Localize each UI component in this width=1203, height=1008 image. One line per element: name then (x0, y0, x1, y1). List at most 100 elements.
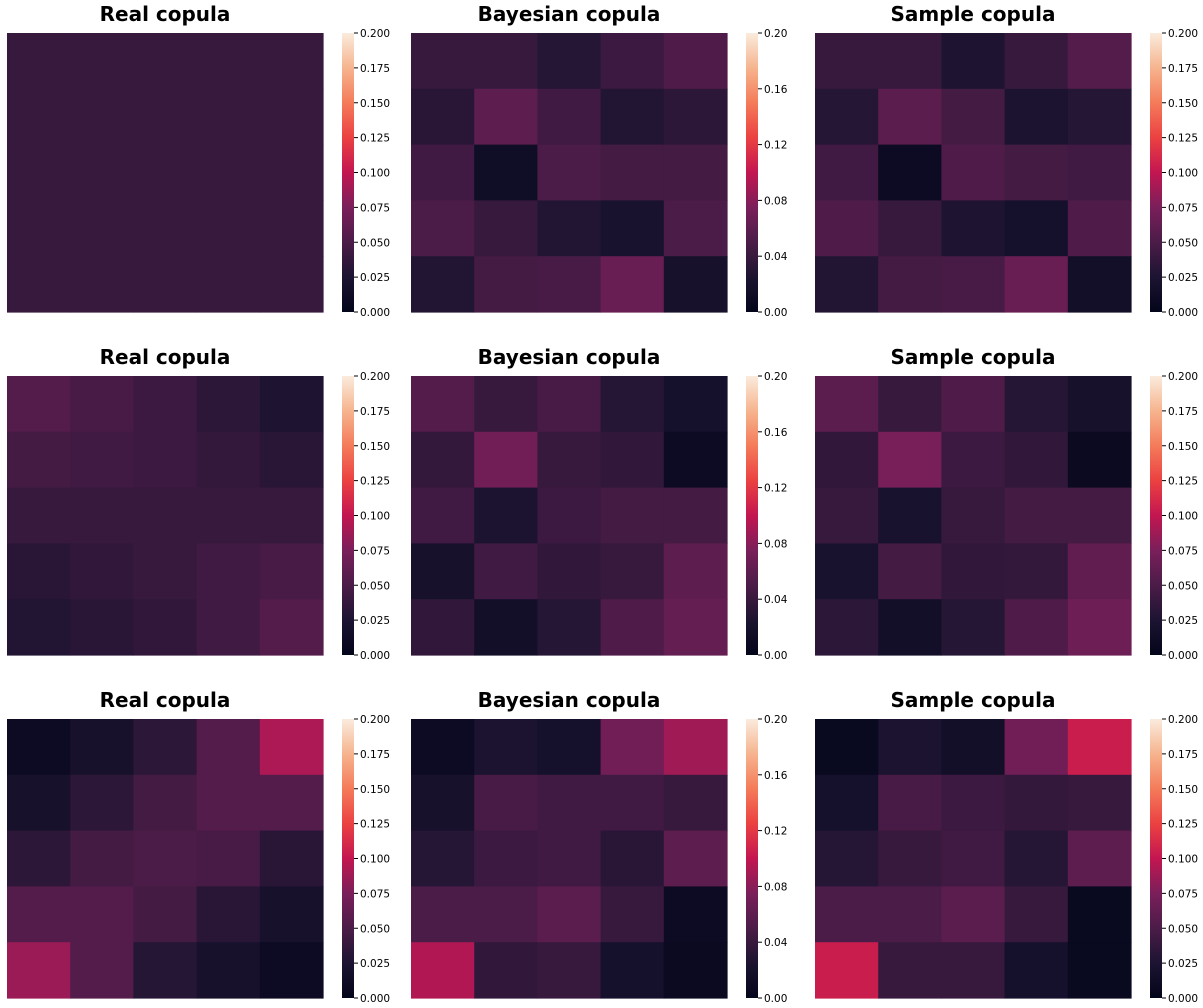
heatmap-cell (663, 487, 728, 544)
heatmap-cell (70, 33, 134, 90)
colorbar-tick-label: 0.075 (360, 888, 390, 900)
heatmap-cell (663, 543, 728, 600)
colorbar-tick-label: 0.200 (360, 714, 390, 726)
heatmap-cell (600, 431, 665, 489)
heatmap-cell (941, 830, 1006, 887)
heatmap-cell (411, 830, 475, 887)
panel-title: Sample copula (891, 345, 1056, 369)
heatmap-cell (941, 431, 1006, 489)
heatmap-cell (537, 376, 602, 433)
heatmap-cell (196, 719, 261, 776)
heatmap-cell (878, 774, 942, 832)
colorbar-tick-label: 0.125 (1168, 476, 1198, 488)
colorbar-tick-label: 0.100 (360, 511, 390, 523)
heatmap-cell (537, 830, 602, 887)
heatmap-cell (411, 33, 475, 90)
heatmap-cell (815, 942, 879, 999)
colorbar-tick-label: 0.150 (360, 784, 390, 796)
heatmap-cell (259, 942, 324, 999)
panel-title: Bayesian copula (478, 2, 661, 26)
heatmap-cell (259, 33, 324, 90)
heatmap-cell (941, 774, 1006, 832)
colorbar-tick-label: 0.050 (360, 580, 390, 592)
colorbar-tick-label: 0.20 (764, 28, 787, 40)
colorbar (342, 33, 354, 312)
heatmap-cell (815, 144, 879, 201)
heatmap-cell (1004, 256, 1069, 313)
heatmap-cell (7, 431, 71, 489)
colorbar (1150, 33, 1162, 312)
colorbar-tick-label: 0.16 (764, 84, 788, 96)
colorbar-tick-label: 0.075 (360, 202, 390, 214)
heatmap-cell (600, 144, 665, 201)
heatmap-cell (815, 886, 879, 943)
colorbar-tick-label: 0.12 (764, 483, 787, 495)
colorbar-tick-label: 0.00 (764, 650, 787, 662)
heatmap-cell (815, 830, 879, 887)
heatmap-cell (878, 487, 942, 544)
heatmap-cell (600, 719, 665, 776)
heatmap-cell (663, 431, 728, 489)
heatmap-panel: Sample copula 0.000 0.025 0.050 0.075 0.100 0.… (815, 688, 1198, 1005)
colorbar-tick-label: 0.000 (360, 993, 390, 1005)
heatmap-cell (1067, 830, 1132, 887)
heatmap-cell (878, 256, 942, 313)
heatmap-panel: Sample copula 0.000 0.025 0.050 0.075 0.100 0.… (815, 2, 1198, 319)
heatmap-cell (537, 200, 602, 257)
heatmap-cell (1004, 144, 1069, 201)
heatmap-cell (133, 886, 198, 943)
colorbar-tick-label: 0.150 (360, 441, 390, 453)
heatmap-cell (941, 200, 1006, 257)
colorbar-tick-label: 0.175 (360, 63, 390, 75)
heatmap-cell (663, 599, 728, 656)
heatmap-cell (537, 33, 602, 90)
colorbar-tick-label: 0.050 (360, 237, 390, 249)
heatmap-cell (411, 719, 475, 776)
colorbar-tick-label: 0.000 (1168, 307, 1198, 319)
heatmap-cell (259, 830, 324, 887)
heatmap-cell (1067, 200, 1132, 257)
colorbar-tick-label: 0.04 (764, 937, 788, 949)
colorbar-tick-label: 0.100 (360, 168, 390, 180)
heatmap-cell (663, 200, 728, 257)
heatmap-cell (70, 942, 134, 999)
heatmap-cell (1067, 774, 1132, 832)
heatmap-cell (537, 144, 602, 201)
heatmap-cell (70, 719, 134, 776)
heatmap-cell (537, 256, 602, 313)
heatmap-cell (133, 543, 198, 600)
heatmap-cell (133, 88, 198, 146)
colorbar-tick-label: 0.025 (1168, 272, 1198, 284)
colorbar-tick-label: 0.075 (360, 545, 390, 557)
heatmap-cell (815, 719, 879, 776)
heatmap-cell (196, 256, 261, 313)
colorbar-tick-label: 0.20 (764, 371, 787, 383)
heatmap-cell (70, 200, 134, 257)
heatmap-cell (7, 719, 71, 776)
heatmap-cell (537, 543, 602, 600)
heatmap-cell (1067, 942, 1132, 999)
heatmap-panel: Real copula 0.000 0.025 0.050 0.075 0.100 0.12… (7, 688, 390, 1005)
colorbar-tick-label: 0.08 (764, 195, 787, 207)
heatmap-cell (7, 830, 71, 887)
heatmap-cell (1004, 886, 1069, 943)
heatmap-cell (133, 33, 198, 90)
heatmap-cell (600, 33, 665, 90)
heatmap-cell (196, 200, 261, 257)
colorbar-tick-label: 0.075 (1168, 545, 1198, 557)
colorbar (1150, 376, 1162, 655)
colorbar-tick-label: 0.050 (1168, 237, 1198, 249)
heatmap-cell (196, 942, 261, 999)
heatmap-cell (1067, 487, 1132, 544)
heatmap-cell (133, 431, 198, 489)
heatmap-cell (600, 200, 665, 257)
colorbar-tick-label: 0.000 (1168, 993, 1198, 1005)
colorbar (746, 376, 758, 655)
colorbar-tick-label: 0.200 (1168, 28, 1198, 40)
colorbar-tick-label: 0.04 (764, 251, 788, 263)
colorbar-tick-label: 0.000 (360, 650, 390, 662)
colorbar-tick-label: 0.125 (360, 133, 390, 145)
heatmap-cell (196, 886, 261, 943)
colorbar-tick-label: 0.200 (360, 28, 390, 40)
heatmap-cell (411, 942, 475, 999)
